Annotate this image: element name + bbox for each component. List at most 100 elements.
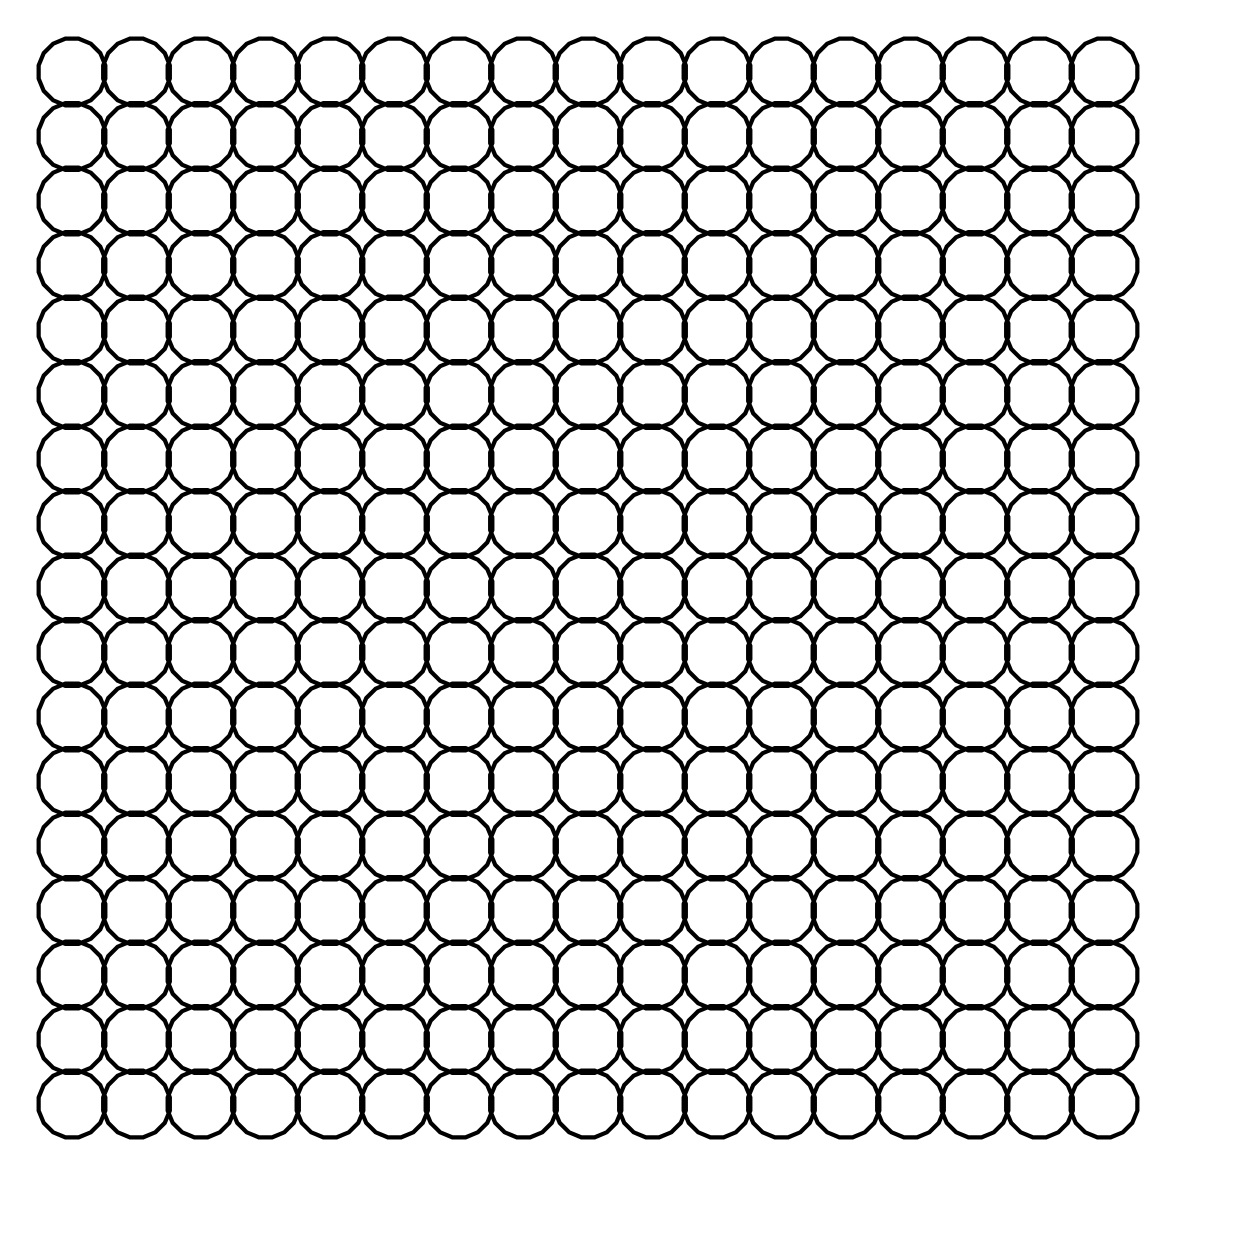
grid-cell — [877, 619, 944, 686]
grid-cell — [1006, 103, 1073, 170]
grid-cell — [684, 813, 751, 880]
octagon-grid-pattern — [0, 0, 1240, 1240]
grid-cell — [555, 619, 622, 686]
grid-cell — [748, 232, 815, 299]
grid-cell — [168, 361, 235, 428]
grid-cell — [619, 1071, 686, 1138]
grid-cell — [490, 297, 557, 364]
grid-cell — [1071, 168, 1138, 235]
grid-cell — [232, 877, 299, 944]
grid-cell — [1006, 684, 1073, 751]
grid-cell — [103, 1006, 170, 1073]
grid-cell — [748, 1071, 815, 1138]
grid-cell — [555, 1071, 622, 1138]
grid-cell — [39, 942, 106, 1009]
grid-cell — [813, 942, 880, 1009]
grid-cell — [748, 813, 815, 880]
grid-cell — [426, 942, 493, 1009]
grid-cell — [877, 168, 944, 235]
grid-cell — [555, 103, 622, 170]
grid-cell — [426, 684, 493, 751]
grid-cell — [297, 297, 364, 364]
grid-cell — [297, 168, 364, 235]
grid-cell — [942, 619, 1009, 686]
grid-cell — [426, 232, 493, 299]
grid-cell — [426, 877, 493, 944]
grid-cell — [39, 748, 106, 815]
grid-cell — [426, 490, 493, 557]
grid-cell — [1006, 942, 1073, 1009]
grid-cell — [168, 168, 235, 235]
grid-cell — [168, 619, 235, 686]
grid-cell — [490, 942, 557, 1009]
grid-cell — [490, 232, 557, 299]
grid-cell — [39, 490, 106, 557]
grid-cell — [619, 103, 686, 170]
grid-cell — [361, 103, 428, 170]
grid-cell — [813, 39, 880, 106]
grid-cell — [168, 1071, 235, 1138]
grid-cell — [813, 1006, 880, 1073]
grid-cell — [39, 555, 106, 622]
grid-cell — [297, 426, 364, 493]
grid-cell — [942, 1006, 1009, 1073]
grid-cell — [813, 297, 880, 364]
grid-cell — [361, 1006, 428, 1073]
grid-cell — [1006, 1071, 1073, 1138]
grid-cell — [942, 361, 1009, 428]
grid-group — [39, 39, 1138, 1138]
grid-cell — [490, 361, 557, 428]
grid-cell — [426, 103, 493, 170]
grid-cell — [361, 555, 428, 622]
grid-cell — [684, 942, 751, 1009]
grid-cell — [103, 361, 170, 428]
grid-cell — [555, 813, 622, 880]
grid-cell — [39, 1071, 106, 1138]
grid-cell — [619, 748, 686, 815]
grid-cell — [748, 297, 815, 364]
grid-cell — [555, 232, 622, 299]
grid-cell — [555, 168, 622, 235]
grid-cell — [619, 1006, 686, 1073]
grid-cell — [232, 942, 299, 1009]
grid-cell — [232, 1071, 299, 1138]
grid-cell — [297, 103, 364, 170]
grid-cell — [39, 1006, 106, 1073]
grid-cell — [942, 297, 1009, 364]
grid-cell — [619, 168, 686, 235]
grid-cell — [232, 684, 299, 751]
grid-cell — [813, 426, 880, 493]
grid-cell — [39, 361, 106, 428]
grid-cell — [168, 1006, 235, 1073]
grid-cell — [168, 426, 235, 493]
grid-cell — [877, 684, 944, 751]
grid-cell — [684, 748, 751, 815]
grid-cell — [297, 39, 364, 106]
grid-cell — [232, 361, 299, 428]
grid-cell — [103, 490, 170, 557]
grid-cell — [1006, 877, 1073, 944]
grid-cell — [619, 490, 686, 557]
grid-cell — [684, 684, 751, 751]
grid-cell — [426, 168, 493, 235]
grid-cell — [490, 103, 557, 170]
grid-cell — [942, 232, 1009, 299]
grid-cell — [232, 748, 299, 815]
grid-cell — [39, 877, 106, 944]
grid-cell — [103, 619, 170, 686]
grid-cell — [1071, 1071, 1138, 1138]
grid-cell — [39, 39, 106, 106]
grid-cell — [297, 684, 364, 751]
grid-cell — [1071, 748, 1138, 815]
grid-cell — [168, 748, 235, 815]
grid-cell — [426, 39, 493, 106]
grid-cell — [1006, 813, 1073, 880]
grid-cell — [942, 426, 1009, 493]
grid-cell — [942, 684, 1009, 751]
grid-cell — [1006, 39, 1073, 106]
grid-cell — [103, 232, 170, 299]
grid-cell — [877, 297, 944, 364]
grid-cell — [168, 877, 235, 944]
grid-cell — [168, 684, 235, 751]
grid-cell — [103, 942, 170, 1009]
